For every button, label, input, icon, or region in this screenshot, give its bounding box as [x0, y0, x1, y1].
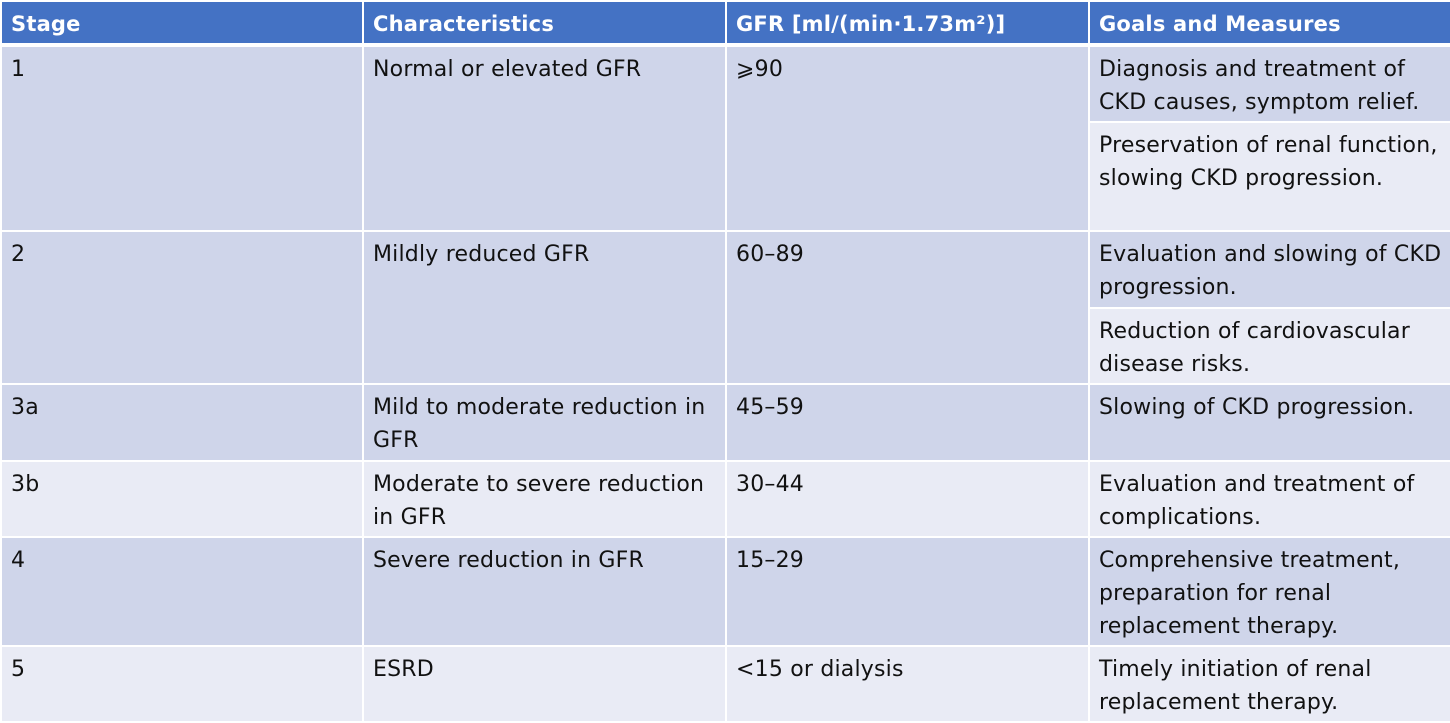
header-gfr: GFR [ml/(min·1.73m²)] — [725, 0, 1090, 47]
stage-cell: 5 — [0, 645, 364, 723]
table-row: Preservation of renal function, slowing … — [1, 121, 1450, 232]
table-row: 5 ESRD <15 or dialysis Timely initiation… — [0, 645, 1450, 723]
goals-cell: Comprehensive treatment, preparation for… — [1088, 536, 1450, 647]
goals-cell: Evaluation and treatment of complication… — [1088, 460, 1450, 538]
table-row: 4 Severe reduction in GFR 15–29 Comprehe… — [0, 536, 1450, 647]
characteristics-cell: Severe reduction in GFR — [362, 536, 727, 647]
characteristics-cell: ESRD — [362, 645, 727, 723]
gfr-cell: 45–59 — [725, 383, 1090, 462]
gfr-cell: 30–44 — [725, 460, 1090, 538]
header-characteristics: Characteristics — [362, 0, 727, 47]
goals-cell: Evaluation and slowing of CKD progressio… — [1088, 230, 1450, 309]
table-row: 3b Moderate to severe reduction in GFR 3… — [0, 460, 1450, 538]
stage-cell: 1 — [0, 44, 364, 232]
gfr-cell: 60–89 — [725, 230, 1090, 385]
stage-cell: 3b — [0, 460, 364, 538]
characteristics-cell: Mild to moderate reduction in GFR — [362, 383, 727, 462]
table-row: 2 Mildly reduced GFR 60–89 Evaluation an… — [0, 230, 1450, 385]
stage-cell: 3a — [0, 383, 364, 462]
goals-cell: Timely initiation of renal replacement t… — [1088, 645, 1450, 723]
table-row: 3a Mild to moderate reduction in GFR 45–… — [0, 383, 1450, 462]
table-row: 1 Normal or elevated GFR ⩾90 Diagnosis a… — [0, 44, 1450, 232]
header-goals: Goals and Measures — [1088, 0, 1450, 47]
table-row: Reduction of cardiovascular disease risk… — [1, 307, 1450, 385]
goals-cell: Preservation of renal function, slowing … — [1088, 121, 1450, 232]
stage-cell: 4 — [0, 536, 364, 647]
goals-cell: Reduction of cardiovascular disease risk… — [1088, 307, 1450, 385]
gfr-cell: <15 or dialysis — [725, 645, 1090, 723]
characteristics-cell: Moderate to severe reduction in GFR — [362, 460, 727, 538]
characteristics-cell: Normal or elevated GFR — [362, 44, 727, 232]
gfr-cell: 15–29 — [725, 536, 1090, 647]
goals-cell: Diagnosis and treatment of CKD causes, s… — [1088, 44, 1450, 123]
header-stage: Stage — [0, 0, 364, 47]
characteristics-cell: Mildly reduced GFR — [362, 230, 727, 385]
stage-cell: 2 — [0, 230, 364, 385]
goals-cell: Slowing of CKD progression. — [1088, 383, 1450, 462]
gfr-cell: ⩾90 — [725, 44, 1090, 232]
header-row: Stage Characteristics GFR [ml/(min·1.73m… — [0, 0, 1450, 47]
